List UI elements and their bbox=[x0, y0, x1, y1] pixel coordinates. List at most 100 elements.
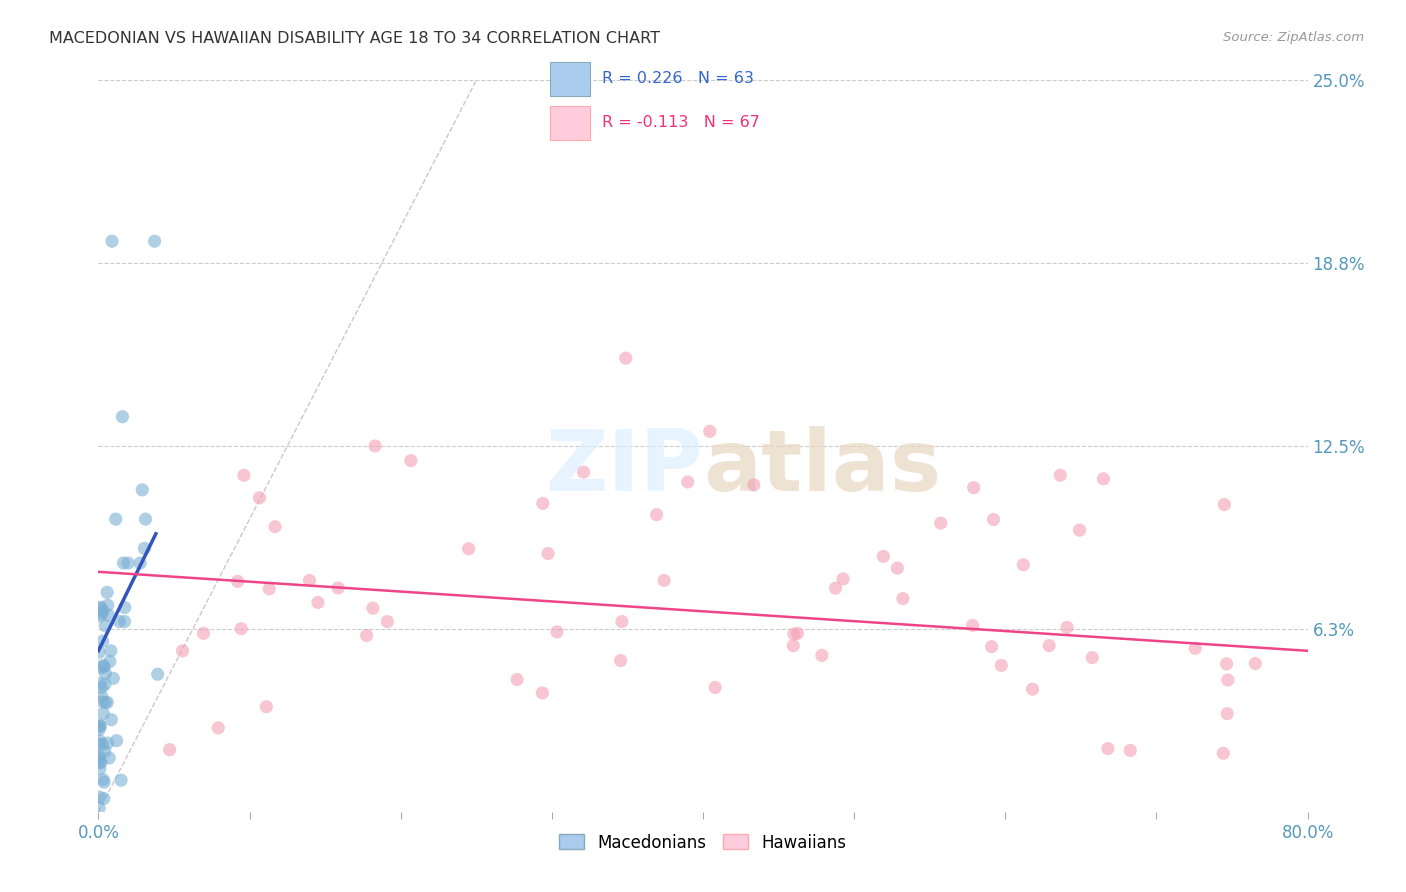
Point bbox=[91, 658, 114, 673]
Point bbox=[94, 666, 117, 681]
Point bbox=[610, 615, 633, 629]
Point bbox=[89, 749, 111, 764]
Point bbox=[131, 483, 153, 497]
Point bbox=[90, 661, 112, 675]
Text: R = -0.113   N = 67: R = -0.113 N = 67 bbox=[602, 115, 759, 130]
Point bbox=[90, 600, 112, 615]
Point bbox=[832, 572, 855, 586]
Point bbox=[356, 628, 378, 642]
Point bbox=[172, 644, 194, 658]
Point bbox=[364, 439, 387, 453]
Point bbox=[159, 742, 181, 756]
Point bbox=[117, 556, 139, 570]
Text: MACEDONIAN VS HAWAIIAN DISABILITY AGE 18 TO 34 CORRELATION CHART: MACEDONIAN VS HAWAIIAN DISABILITY AGE 18… bbox=[49, 31, 661, 46]
Point bbox=[962, 618, 984, 632]
Point bbox=[963, 481, 986, 495]
Legend: Macedonians, Hawaiians: Macedonians, Hawaiians bbox=[553, 827, 853, 858]
Point bbox=[207, 721, 229, 735]
Point bbox=[652, 574, 675, 588]
Point bbox=[1069, 523, 1091, 537]
Point bbox=[645, 508, 668, 522]
Point bbox=[98, 751, 121, 765]
Point bbox=[111, 409, 134, 424]
Point bbox=[101, 234, 124, 248]
Point bbox=[990, 658, 1012, 673]
Point bbox=[929, 516, 952, 530]
Point bbox=[97, 598, 120, 612]
Point bbox=[89, 723, 111, 737]
Point bbox=[91, 695, 114, 709]
Point bbox=[97, 608, 120, 623]
Point bbox=[94, 619, 117, 633]
Point bbox=[361, 601, 384, 615]
Point bbox=[89, 733, 111, 747]
Point bbox=[93, 791, 115, 805]
Text: atlas: atlas bbox=[703, 426, 941, 509]
Point bbox=[104, 512, 127, 526]
Point bbox=[782, 639, 804, 653]
Point bbox=[100, 713, 122, 727]
Point bbox=[89, 751, 111, 765]
Point bbox=[93, 775, 115, 789]
Point bbox=[983, 512, 1005, 526]
Point bbox=[231, 622, 253, 636]
Point bbox=[1021, 682, 1043, 697]
Point bbox=[100, 644, 122, 658]
Point bbox=[89, 717, 111, 731]
Text: Source: ZipAtlas.com: Source: ZipAtlas.com bbox=[1223, 31, 1364, 45]
Point bbox=[891, 591, 914, 606]
Point bbox=[93, 706, 115, 721]
Point bbox=[531, 496, 554, 510]
Text: ZIP: ZIP bbox=[546, 426, 703, 509]
Point bbox=[676, 475, 699, 489]
Point bbox=[1081, 650, 1104, 665]
Point bbox=[824, 581, 846, 595]
Point bbox=[614, 351, 637, 366]
Point bbox=[1216, 673, 1239, 687]
Point bbox=[108, 615, 131, 629]
Point bbox=[91, 772, 114, 787]
Point bbox=[90, 607, 112, 621]
Point bbox=[134, 541, 156, 556]
Point bbox=[98, 654, 121, 668]
Point bbox=[129, 556, 152, 570]
Point bbox=[1216, 706, 1239, 721]
Point bbox=[146, 667, 169, 681]
FancyBboxPatch shape bbox=[550, 106, 589, 140]
Point bbox=[872, 549, 894, 564]
Point bbox=[96, 585, 118, 599]
Point bbox=[375, 615, 398, 629]
Point bbox=[96, 695, 118, 709]
Point bbox=[1215, 657, 1237, 671]
Point bbox=[89, 719, 111, 733]
Point bbox=[93, 744, 115, 758]
Point bbox=[572, 465, 595, 479]
Point bbox=[457, 541, 479, 556]
Point bbox=[89, 609, 111, 624]
Point bbox=[980, 640, 1002, 654]
Point bbox=[89, 737, 111, 751]
Point bbox=[112, 556, 135, 570]
Point bbox=[546, 624, 568, 639]
Point bbox=[506, 673, 529, 687]
Point bbox=[89, 789, 111, 804]
FancyBboxPatch shape bbox=[550, 62, 589, 95]
Point bbox=[326, 581, 349, 595]
Point bbox=[90, 755, 112, 769]
Point bbox=[783, 627, 806, 641]
Point bbox=[114, 615, 136, 629]
Point bbox=[103, 671, 125, 685]
Point bbox=[91, 634, 114, 648]
Point bbox=[811, 648, 834, 663]
Point bbox=[742, 478, 765, 492]
Point bbox=[94, 677, 117, 691]
Point bbox=[1097, 741, 1119, 756]
Point bbox=[298, 574, 321, 588]
Point bbox=[699, 425, 721, 439]
Point bbox=[257, 582, 280, 596]
Point bbox=[143, 234, 166, 248]
Point bbox=[1213, 498, 1236, 512]
Point bbox=[399, 453, 422, 467]
Point bbox=[89, 801, 111, 815]
Point bbox=[105, 733, 128, 747]
